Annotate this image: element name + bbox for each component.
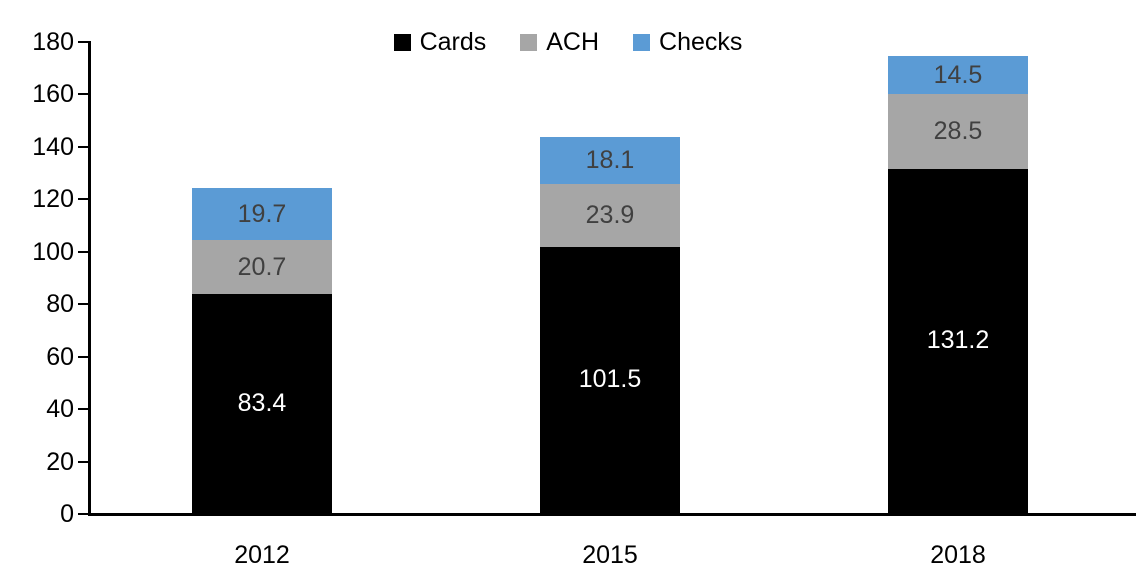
y-axis-tick-label: 120 (32, 185, 74, 214)
bar-stack-2018: 131.2 28.5 14.5 (888, 56, 1028, 513)
legend-item-ach: ACH (520, 30, 599, 55)
bar-segment-checks: 19.7 (192, 188, 332, 241)
chart-legend: Cards ACH Checks (0, 30, 1136, 55)
bar-segment-ach: 28.5 (888, 94, 1028, 169)
legend-label: Checks (659, 28, 743, 56)
y-axis-tick (78, 250, 88, 253)
y-axis-tick-label: 100 (32, 237, 74, 266)
y-axis-tick-label: 40 (46, 395, 74, 424)
y-axis-tick (78, 460, 88, 463)
y-axis-tick-label: 60 (46, 342, 74, 371)
bar-value-label: 23.9 (585, 201, 635, 230)
y-axis-tick (78, 303, 88, 306)
bar-stack-2012: 83.4 20.7 19.7 (192, 188, 332, 513)
y-axis-tick-label: 160 (32, 80, 74, 109)
y-axis-tick (78, 145, 88, 148)
y-axis-tick-label: 0 (60, 500, 74, 528)
bar-segment-ach: 20.7 (192, 240, 332, 295)
bar-value-label: 101.5 (578, 365, 642, 394)
legend-swatch-icon (520, 34, 538, 51)
legend-label: Cards (419, 28, 487, 56)
bar-value-label: 18.1 (585, 145, 635, 174)
bar-segment-checks: 18.1 (540, 136, 680, 185)
bar-value-label: 19.7 (237, 199, 287, 228)
bar-segment-checks: 14.5 (888, 56, 1028, 95)
bar-value-label: 14.5 (933, 60, 983, 89)
y-axis-tick-label: 180 (32, 28, 74, 56)
bar-segment-ach: 23.9 (540, 184, 680, 247)
legend-swatch-icon (633, 34, 651, 51)
y-axis-tick (78, 408, 88, 411)
y-axis-line (88, 41, 91, 516)
legend-label: ACH (546, 28, 600, 56)
x-axis-category-label: 2012 (234, 541, 290, 569)
bar-value-label: 20.7 (237, 252, 287, 281)
y-axis-tick (78, 513, 88, 515)
y-axis-tick-label: 140 (32, 132, 74, 161)
legend-swatch-icon (393, 34, 411, 51)
y-axis-tick (78, 41, 88, 43)
y-axis-tick-label: 20 (46, 447, 74, 476)
x-axis-line (88, 513, 1136, 516)
y-axis-tick (78, 198, 88, 201)
bar-segment-cards: 101.5 (540, 246, 680, 513)
bar-value-label: 28.5 (933, 117, 983, 146)
y-axis-tick (78, 355, 88, 358)
x-axis-category-label: 2018 (930, 541, 986, 569)
bar-value-label: 131.2 (926, 326, 990, 355)
y-axis-tick-label: 80 (46, 290, 74, 319)
bar-stack-2015: 101.5 23.9 18.1 (540, 136, 680, 513)
x-axis-category-label: 2015 (582, 541, 638, 569)
bar-segment-cards: 83.4 (192, 294, 332, 513)
bar-value-label: 83.4 (237, 389, 287, 418)
legend-item-checks: Checks (633, 30, 742, 55)
legend-item-cards: Cards (393, 28, 487, 56)
y-axis-tick (78, 93, 88, 96)
bar-segment-cards: 131.2 (888, 168, 1028, 513)
